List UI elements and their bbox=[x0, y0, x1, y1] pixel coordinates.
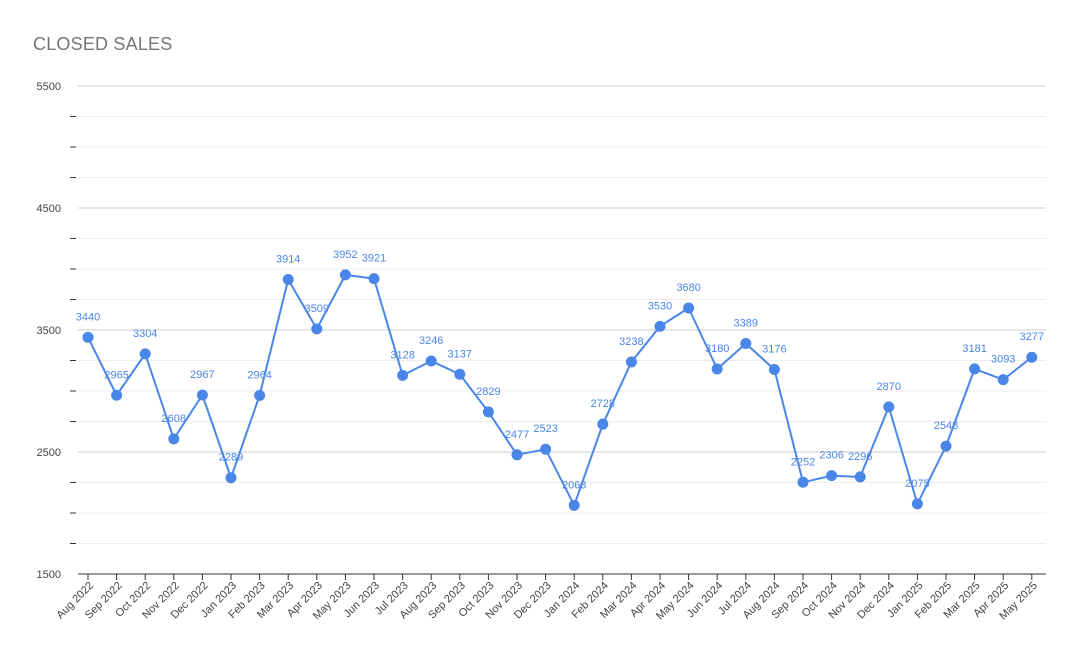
data-point bbox=[225, 472, 237, 484]
data-label: 3389 bbox=[734, 318, 758, 330]
data-point bbox=[654, 320, 666, 332]
data-label: 3952 bbox=[333, 249, 357, 261]
data-label: 2608 bbox=[162, 413, 186, 425]
data-point bbox=[196, 389, 208, 401]
data-point bbox=[82, 331, 94, 343]
data-label: 2728 bbox=[591, 398, 615, 410]
data-label: 3176 bbox=[762, 344, 786, 356]
data-point bbox=[711, 363, 723, 375]
data-point bbox=[425, 355, 437, 367]
data-point bbox=[111, 389, 123, 401]
data-label: 2965 bbox=[104, 369, 128, 381]
data-label: 3128 bbox=[390, 349, 414, 361]
data-point bbox=[597, 418, 609, 430]
data-point bbox=[826, 470, 838, 482]
data-label: 3914 bbox=[276, 253, 300, 265]
data-label: 2870 bbox=[877, 381, 901, 393]
y-tick-label: 4500 bbox=[37, 203, 61, 215]
data-label: 3440 bbox=[76, 311, 100, 323]
data-label: 2964 bbox=[247, 369, 271, 381]
data-point bbox=[854, 471, 866, 483]
data-label: 2967 bbox=[190, 369, 214, 381]
data-point bbox=[339, 269, 351, 281]
data-point bbox=[540, 443, 552, 455]
data-point bbox=[282, 273, 294, 285]
data-point bbox=[1026, 351, 1038, 363]
data-label: 2829 bbox=[476, 386, 500, 398]
data-point bbox=[997, 374, 1009, 386]
data-label: 2477 bbox=[505, 429, 529, 441]
data-point bbox=[454, 368, 466, 380]
data-label: 2296 bbox=[848, 451, 872, 463]
data-point bbox=[625, 356, 637, 368]
data-point bbox=[397, 369, 409, 381]
data-point bbox=[482, 406, 494, 418]
data-point bbox=[969, 363, 981, 375]
data-label: 3180 bbox=[705, 343, 729, 355]
data-label: 2289 bbox=[219, 452, 243, 464]
data-point bbox=[511, 449, 523, 461]
y-tick-label: 5500 bbox=[37, 81, 61, 93]
data-point bbox=[940, 440, 952, 452]
data-label: 3277 bbox=[1020, 331, 1044, 343]
data-label: 2252 bbox=[791, 456, 815, 468]
data-label: 3238 bbox=[619, 336, 643, 348]
data-label: 3509 bbox=[305, 303, 329, 315]
series-line bbox=[87, 273, 1033, 507]
y-tick-label: 1500 bbox=[37, 569, 61, 581]
data-point bbox=[368, 273, 380, 285]
data-point bbox=[883, 401, 895, 413]
data-label: 2306 bbox=[819, 450, 843, 462]
data-label: 3530 bbox=[648, 300, 672, 312]
data-label: 3680 bbox=[676, 282, 700, 294]
data-label: 3137 bbox=[448, 348, 472, 360]
data-point bbox=[311, 323, 323, 335]
data-point bbox=[254, 389, 266, 401]
data-point bbox=[568, 499, 580, 511]
data-label: 3093 bbox=[991, 354, 1015, 366]
data-label: 3246 bbox=[419, 335, 443, 347]
data-point bbox=[797, 476, 809, 488]
data-label: 3181 bbox=[962, 343, 986, 355]
y-tick-label: 3500 bbox=[37, 325, 61, 337]
data-point bbox=[911, 498, 923, 510]
data-point bbox=[168, 433, 180, 445]
data-point bbox=[139, 348, 151, 360]
chart-title: CLOSED SALES bbox=[33, 34, 173, 54]
y-tick-label: 2500 bbox=[37, 447, 61, 459]
data-point bbox=[740, 338, 752, 350]
data-label: 2523 bbox=[533, 423, 557, 435]
data-label: 2063 bbox=[562, 479, 586, 491]
data-label: 3304 bbox=[133, 328, 157, 340]
data-point bbox=[683, 302, 695, 314]
data-label: 3921 bbox=[362, 253, 386, 265]
data-label: 2548 bbox=[934, 420, 958, 432]
data-point bbox=[768, 364, 780, 376]
data-label: 2075 bbox=[905, 478, 929, 490]
